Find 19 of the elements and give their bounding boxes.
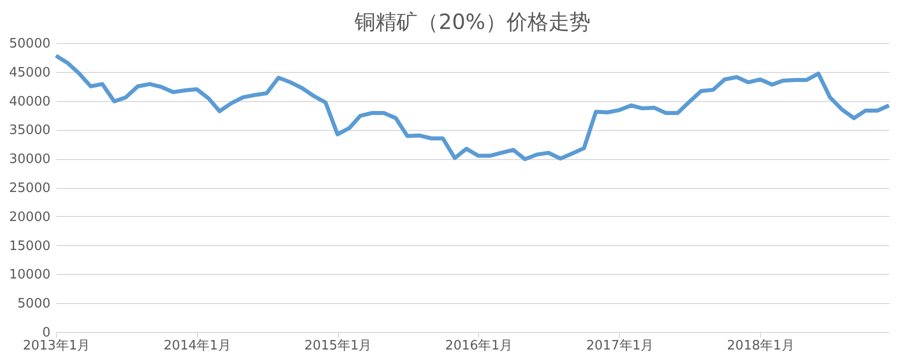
y-tick-label: 15000 xyxy=(9,238,50,254)
y-tick-label: 45000 xyxy=(9,65,50,80)
y-tick-label: 35000 xyxy=(9,123,50,138)
y-tick-label: 40000 xyxy=(9,94,50,110)
x-tick-label: 2017年1月 xyxy=(586,338,654,354)
x-tick-label: 2013年1月 xyxy=(22,338,90,354)
y-tick-label: 5000 xyxy=(17,296,50,312)
y-tick-label: 25000 xyxy=(9,181,50,196)
y-tick-label: 0 xyxy=(42,326,50,340)
line-series xyxy=(54,54,891,162)
chart-title: 铜精矿（20%）价格走势 xyxy=(354,10,590,34)
y-tick-label: 20000 xyxy=(9,210,50,225)
y-tick-label: 50000 xyxy=(9,36,50,52)
y-tick-label: 30000 xyxy=(9,152,50,168)
x-tick-label: 2016年1月 xyxy=(445,338,512,354)
y-tick-label: 10000 xyxy=(9,268,50,283)
x-tick-label: 2014年1月 xyxy=(164,338,231,354)
x-tick-label: 2015年1月 xyxy=(304,338,372,354)
x-tick-label: 2018年1月 xyxy=(727,338,794,354)
